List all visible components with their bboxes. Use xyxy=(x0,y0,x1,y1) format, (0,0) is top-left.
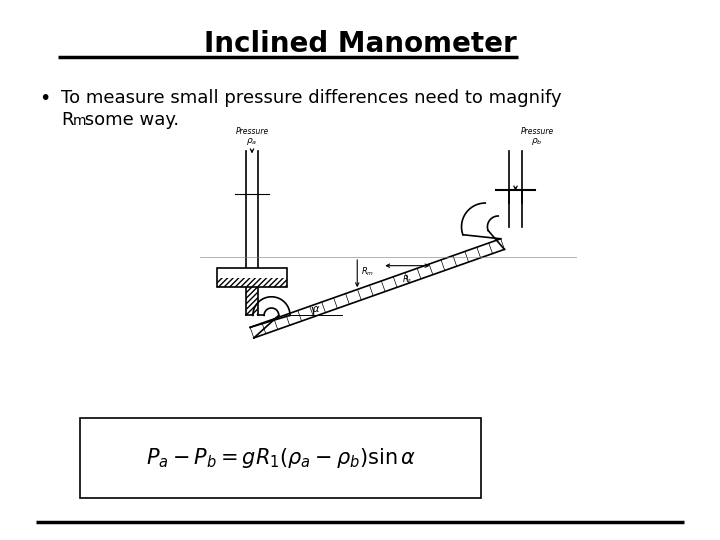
Text: $R_m$: $R_m$ xyxy=(361,265,374,278)
Text: To measure small pressure differences need to magnify: To measure small pressure differences ne… xyxy=(61,89,562,107)
Text: m: m xyxy=(73,114,86,129)
Text: $\rho_a$: $\rho_a$ xyxy=(246,136,258,147)
Text: •: • xyxy=(40,89,51,108)
Text: Pressure: Pressure xyxy=(235,127,269,136)
Text: Pressure: Pressure xyxy=(521,127,554,136)
Bar xyxy=(246,287,258,315)
Text: some way.: some way. xyxy=(79,111,179,129)
Bar xyxy=(217,278,287,287)
Text: $P_a - P_b = gR_1(\rho_a - \rho_b)\sin\alpha$: $P_a - P_b = gR_1(\rho_a - \rho_b)\sin\a… xyxy=(145,446,416,470)
Text: Inclined Manometer: Inclined Manometer xyxy=(204,30,516,58)
Text: $\rho_b$: $\rho_b$ xyxy=(531,136,543,147)
Text: $\alpha$: $\alpha$ xyxy=(312,304,320,314)
Text: R: R xyxy=(61,111,73,129)
Bar xyxy=(217,268,287,287)
Text: $R_1$: $R_1$ xyxy=(402,273,413,286)
